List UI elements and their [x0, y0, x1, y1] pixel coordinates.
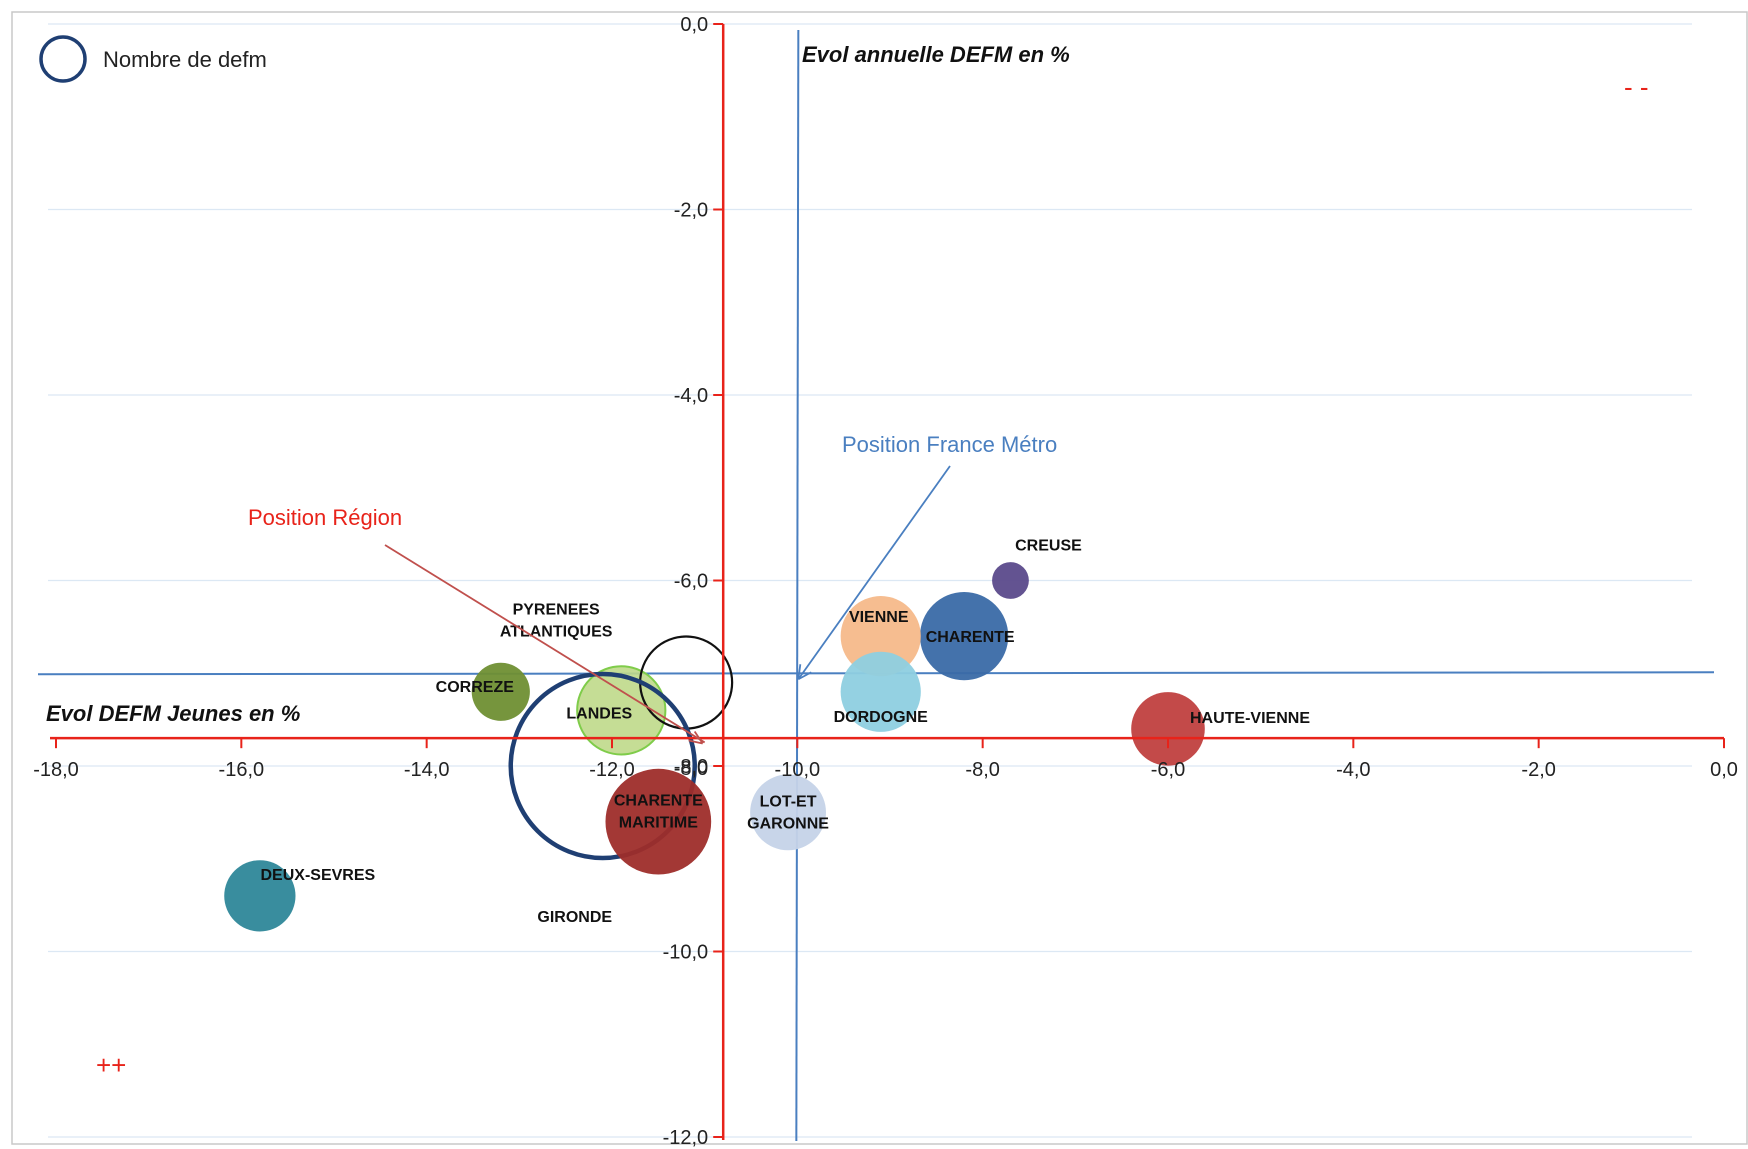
bubble-label: LANDES: [566, 705, 632, 722]
bubble: [605, 768, 712, 875]
x-tick-label: -16,0: [219, 759, 265, 781]
bubble-label: GIRONDE: [537, 909, 612, 926]
y-tick-label: -8,0: [674, 756, 708, 778]
bubble: [840, 651, 921, 732]
x-tick-label: -14,0: [404, 759, 450, 781]
bubble-label: VIENNE: [849, 609, 909, 626]
bubble: [576, 665, 667, 756]
grid-lines: [48, 23, 1692, 1138]
annotation-arrowhead-region: [688, 730, 704, 745]
x-tick-label: -4,0: [1336, 759, 1370, 781]
quadrant-mark-plus: ++: [96, 1050, 126, 1080]
bubble: [224, 860, 296, 932]
y-tick-label: -12,0: [663, 1127, 709, 1149]
bubble: [920, 592, 1009, 681]
bubble-label: CHARENTE MARITIME: [614, 793, 703, 832]
x-axis-title: Evol DEFM Jeunes en %: [46, 701, 300, 726]
quadrant-mark-minus: - -: [1624, 72, 1649, 102]
bubble-label: PYRENEES ATLANTIQUES: [500, 602, 613, 641]
bubble-label: CHARENTE: [926, 629, 1015, 646]
y-axis-title: Evol annuelle DEFM en %: [802, 42, 1070, 67]
y-tick-label: 0,0: [680, 14, 708, 36]
y-tick-label: -10,0: [663, 942, 709, 964]
y-tick-label-overlap: -8,0: [674, 758, 708, 780]
legend-circle-icon: [39, 35, 87, 83]
x-tick-label: -18,0: [33, 759, 79, 781]
bubble: [508, 671, 697, 861]
bubble: [992, 562, 1029, 599]
x-tick-label: -2,0: [1521, 759, 1555, 781]
annotations: Position Région Position France Métro - - +…: [96, 72, 1649, 1080]
bubble-labels: CREUSE CHARENTE VIENNE DORDOGNE HAUTE-VIENNE…: [261, 538, 1311, 927]
axes: -18,0 -16,0 -14,0 -12,0 -10,0 -8,0 -6,0 -4,0 -2,…: [33, 14, 1738, 1149]
annotation-position-region: Position Région: [248, 505, 402, 530]
y-tick-label: -2,0: [674, 200, 708, 222]
bubble-label: DORDOGNE: [834, 709, 929, 726]
x-tick-label: -10,0: [775, 759, 821, 781]
bubble: [1131, 692, 1205, 766]
bubble: [471, 662, 530, 721]
bubble: [750, 774, 826, 851]
x-tick-label: -12,0: [589, 759, 635, 781]
chart-frame: [11, 11, 1748, 1145]
legend: Nombre de defm: [39, 35, 267, 83]
y-tick-label: -6,0: [674, 571, 708, 593]
bubble-label: DEUX-SEVRES: [261, 867, 376, 884]
bubble-label: CREUSE: [1015, 538, 1082, 555]
y-tick-label: -4,0: [674, 385, 708, 407]
bubble-label: LOT-ET GARONNE: [747, 793, 829, 832]
bubble-label: CORREZE: [436, 679, 515, 696]
bubble-label: HAUTE-VIENNE: [1190, 710, 1310, 727]
annotation-arrow-region: [384, 544, 706, 744]
x-tick-label: 0,0: [1710, 759, 1738, 781]
legend-label: Nombre de defm: [103, 47, 267, 72]
annotation-position-france: Position France Métro: [842, 432, 1057, 457]
x-tick-label: -8,0: [965, 759, 999, 781]
x-tick-label: -6,0: [1151, 759, 1185, 781]
reference-line-france: [795, 29, 800, 1142]
bubble: [840, 596, 921, 677]
annotation-arrowhead-france: [797, 664, 812, 681]
bubbles: [224, 562, 1205, 932]
annotation-arrow-france: [797, 465, 951, 680]
